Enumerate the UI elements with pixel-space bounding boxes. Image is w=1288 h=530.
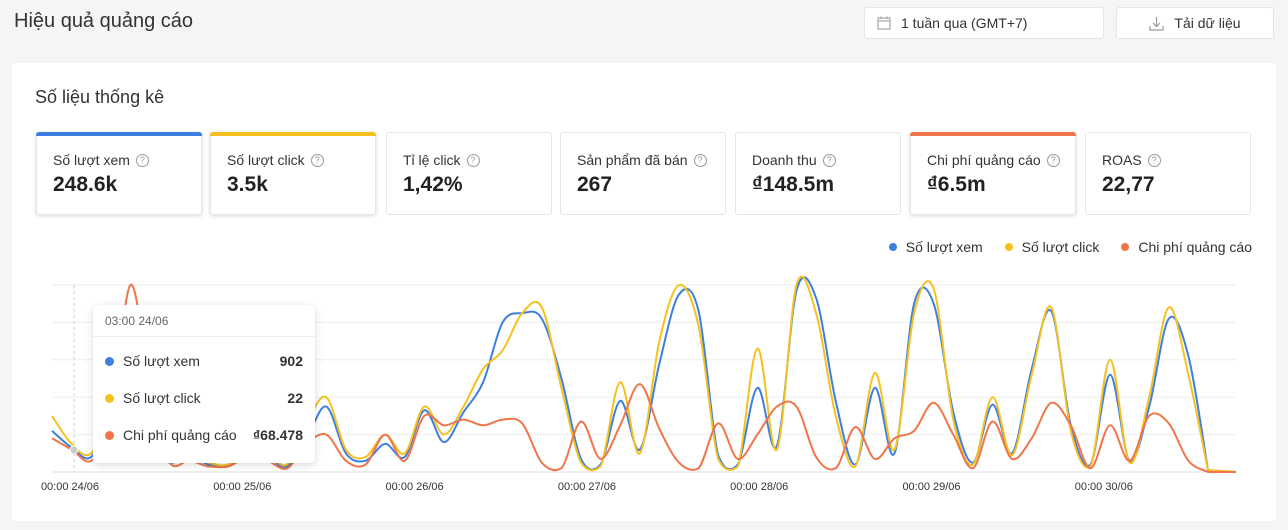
legend-label: Số lượt xem bbox=[905, 239, 983, 255]
series-line bbox=[51, 283, 1236, 473]
legend-item-ad-cost[interactable]: Chi phí quảng cáo bbox=[1121, 239, 1252, 255]
tooltip-row-clicks: Số lượt click 22 bbox=[105, 390, 303, 406]
help-icon[interactable]: ? bbox=[1046, 153, 1060, 167]
metric-label: Doanh thu bbox=[752, 152, 817, 168]
chart-legend: Số lượt xem Số lượt click Chi phí quảng … bbox=[888, 239, 1252, 255]
x-tick-label: 00:00 29/06 bbox=[902, 481, 960, 493]
x-tick-label: 00:00 25/06 bbox=[213, 481, 271, 493]
legend-dot bbox=[888, 243, 897, 251]
date-range-picker[interactable]: 1 tuần qua (GMT+7) bbox=[864, 7, 1104, 39]
legend-item-clicks[interactable]: Số lượt click bbox=[1004, 239, 1100, 255]
panel-title: Số liệu thống kê bbox=[35, 87, 165, 107]
legend-label: Số lượt click bbox=[1021, 239, 1100, 255]
tooltip-label: Chi phí quảng cáo bbox=[123, 427, 237, 443]
tooltip-dot bbox=[105, 393, 114, 403]
metric-selected-bar bbox=[210, 132, 376, 136]
tooltip-value: ₫68.478 bbox=[252, 427, 303, 443]
tooltip-row-ad-cost: Chi phí quảng cáo ₫68.478 bbox=[105, 427, 303, 443]
metric-card-ctr[interactable]: Tỉ lệ click? 1,42% bbox=[386, 132, 552, 215]
metric-label: ROAS bbox=[1102, 152, 1142, 168]
x-tick-label: 00:00 27/06 bbox=[558, 481, 616, 493]
metric-selected-bar bbox=[910, 132, 1076, 136]
metric-card-revenue[interactable]: Doanh thu? ₫148.5m bbox=[735, 132, 901, 215]
help-icon[interactable]: ? bbox=[693, 153, 707, 167]
metric-value: ₫148.5m bbox=[752, 173, 835, 196]
tooltip-value: 902 bbox=[279, 353, 303, 369]
legend-label: Chi phí quảng cáo bbox=[1138, 239, 1252, 255]
tooltip-dot bbox=[105, 430, 114, 440]
tooltip-label: Số lượt click bbox=[123, 390, 201, 406]
metric-value: 1,42% bbox=[403, 173, 463, 196]
metric-card-sold[interactable]: Sản phẩm đã bán? 267 bbox=[560, 132, 726, 215]
date-range-label: 1 tuần qua (GMT+7) bbox=[901, 15, 1028, 31]
legend-dot bbox=[1004, 243, 1013, 251]
metric-card-clicks[interactable]: Số lượt click? 3.5k bbox=[210, 132, 376, 215]
metric-value: 267 bbox=[577, 173, 613, 196]
metric-card-views[interactable]: Số lượt xem? 248.6k bbox=[36, 132, 202, 215]
help-icon[interactable]: ? bbox=[1147, 153, 1161, 167]
download-icon bbox=[1149, 16, 1165, 31]
metric-label: Sản phẩm đã bán bbox=[577, 152, 688, 168]
x-tick-label: 00:00 26/06 bbox=[386, 481, 444, 493]
metric-value: 248.6k bbox=[53, 173, 118, 196]
tooltip-title: 03:00 24/06 bbox=[93, 305, 315, 337]
metric-value: 3.5k bbox=[227, 173, 268, 196]
metric-label: Số lượt click bbox=[227, 152, 305, 168]
metric-selected-bar bbox=[36, 132, 202, 136]
metric-card-roas[interactable]: ROAS? 22,77 bbox=[1085, 132, 1251, 215]
download-data-button[interactable]: Tải dữ liệu bbox=[1116, 7, 1274, 39]
x-tick-label: 00:00 24/06 bbox=[41, 481, 99, 493]
legend-item-views[interactable]: Số lượt xem bbox=[888, 239, 983, 255]
tooltip-label: Số lượt xem bbox=[123, 353, 200, 369]
download-label: Tải dữ liệu bbox=[1174, 15, 1241, 31]
metric-card-ad-cost[interactable]: Chi phí quảng cáo? ₫6.5m bbox=[910, 132, 1076, 215]
page-title: Hiệu quả quảng cáo bbox=[14, 10, 194, 32]
x-tick-label: 00:00 30/06 bbox=[1075, 481, 1133, 493]
tooltip-row-views: Số lượt xem 902 bbox=[105, 353, 303, 369]
help-icon[interactable]: ? bbox=[822, 153, 836, 167]
legend-dot bbox=[1121, 243, 1130, 251]
metric-value: ₫6.5m bbox=[927, 173, 986, 196]
calendar-icon bbox=[877, 16, 891, 30]
metric-label: Tỉ lệ click bbox=[403, 152, 461, 168]
x-tick-label: 00:00 28/06 bbox=[730, 481, 788, 493]
tooltip-dot bbox=[105, 356, 114, 366]
metric-label: Chi phí quảng cáo bbox=[927, 152, 1041, 168]
x-axis-ticks: 00:00 24/06 00:00 25/06 00:00 26/06 00:00 2… bbox=[41, 481, 1133, 493]
help-icon[interactable]: ? bbox=[135, 153, 149, 167]
help-icon[interactable]: ? bbox=[310, 153, 324, 167]
metric-label: Số lượt xem bbox=[53, 152, 130, 168]
metric-value: 22,77 bbox=[1102, 173, 1155, 196]
help-icon[interactable]: ? bbox=[466, 153, 480, 167]
chart-tooltip: 03:00 24/06 Số lượt xem 902 Số lượt clic… bbox=[93, 305, 315, 463]
tooltip-value: 22 bbox=[287, 390, 303, 406]
